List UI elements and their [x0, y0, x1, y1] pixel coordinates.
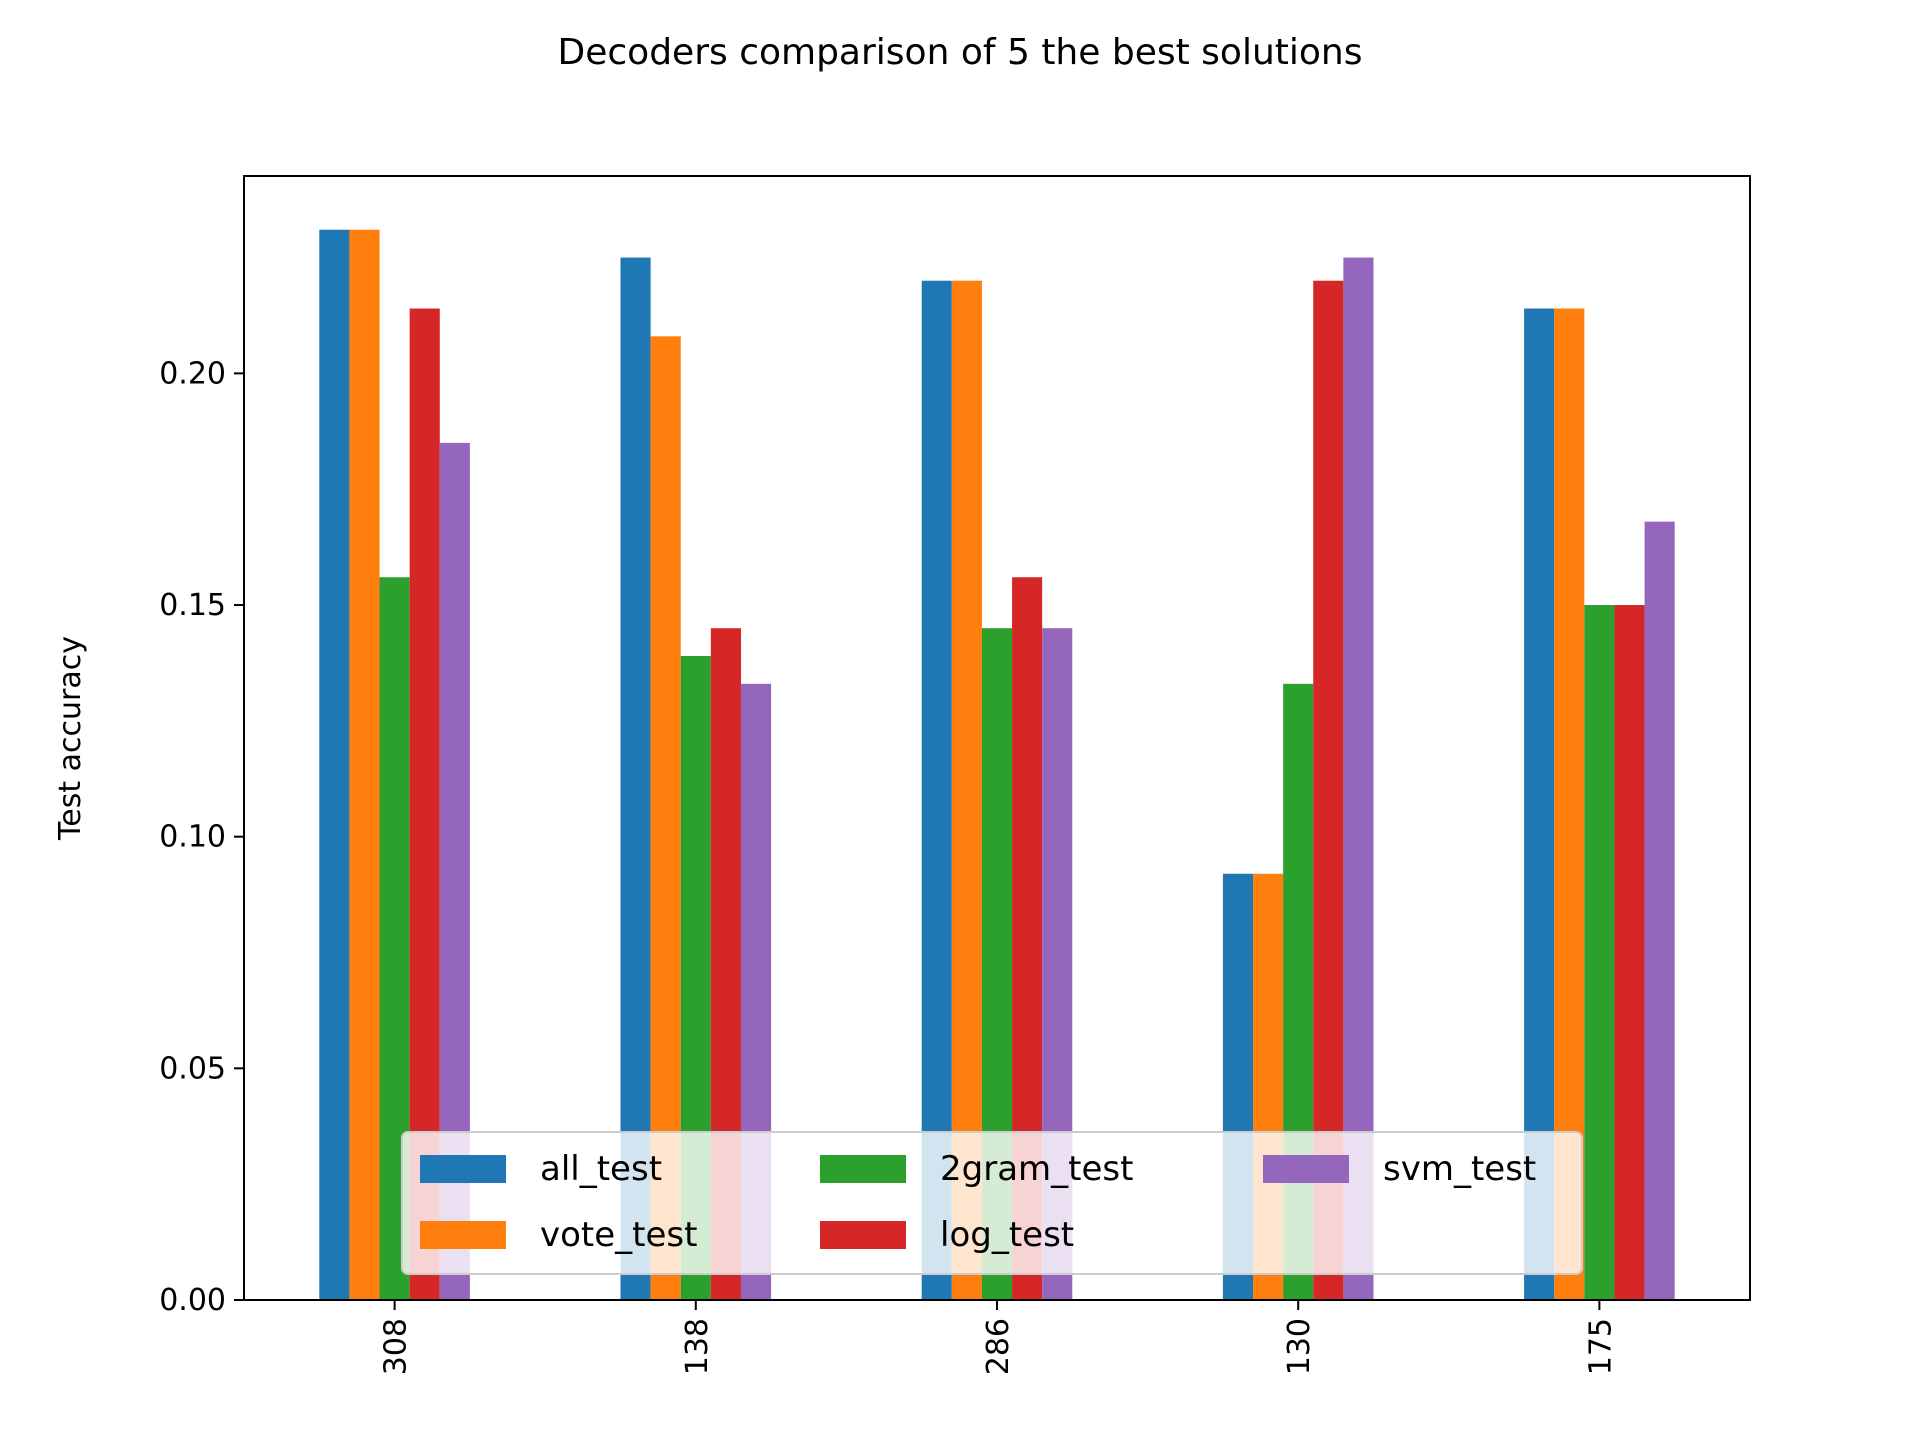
y-tick-label: 0.00 — [159, 1283, 226, 1318]
legend-swatch-2gram_test — [820, 1155, 906, 1183]
x-tick-label: 308 — [379, 1318, 414, 1375]
y-axis-label: Test accuracy — [53, 636, 88, 841]
bar-all_test-308 — [319, 229, 350, 1301]
legend-swatch-vote_test — [420, 1221, 506, 1249]
x-tick-label: 138 — [680, 1318, 715, 1375]
bar-2gram_test-175 — [1584, 605, 1615, 1300]
x-tick-label: 130 — [1282, 1318, 1317, 1375]
y-tick-label: 0.20 — [159, 356, 226, 391]
legend-label-log_test: log_test — [940, 1215, 1074, 1255]
bar-vote_test-308 — [349, 229, 380, 1301]
bar-all_test-138 — [620, 257, 651, 1301]
y-tick-label: 0.10 — [159, 820, 226, 855]
chart-title: Decoders comparison of 5 the best soluti… — [558, 32, 1363, 73]
x-tick-label: 286 — [981, 1318, 1016, 1375]
y-tick-label: 0.15 — [159, 588, 226, 623]
x-tick-label: 175 — [1583, 1318, 1618, 1375]
legend-swatch-all_test — [420, 1155, 506, 1183]
bar-all_test-286 — [921, 280, 952, 1300]
plot-frame — [243, 175, 1751, 1301]
legend-label-2gram_test: 2gram_test — [940, 1149, 1133, 1189]
legend-label-vote_test: vote_test — [540, 1215, 697, 1255]
bar-svm_test-175 — [1644, 521, 1675, 1300]
legend-swatch-log_test — [820, 1221, 906, 1249]
bar-vote_test-286 — [951, 280, 982, 1300]
y-axis: 0.00 0.05 0.10 0.15 0.20 — [159, 356, 244, 1318]
y-tick-label: 0.05 — [159, 1051, 226, 1086]
legend-label-svm_test: svm_test — [1383, 1149, 1536, 1189]
bar-log_test-130 — [1313, 280, 1344, 1300]
bar-log_test-175 — [1614, 605, 1645, 1300]
legend: all_test vote_test 2gram_test log_test svm_t… — [401, 1131, 1583, 1275]
bar-svm_test-130 — [1343, 257, 1374, 1301]
legend-swatch-svm_test — [1263, 1155, 1349, 1183]
x-axis: 308 138 286 130 175 — [379, 1300, 1618, 1375]
legend-label-all_test: all_test — [540, 1149, 662, 1189]
